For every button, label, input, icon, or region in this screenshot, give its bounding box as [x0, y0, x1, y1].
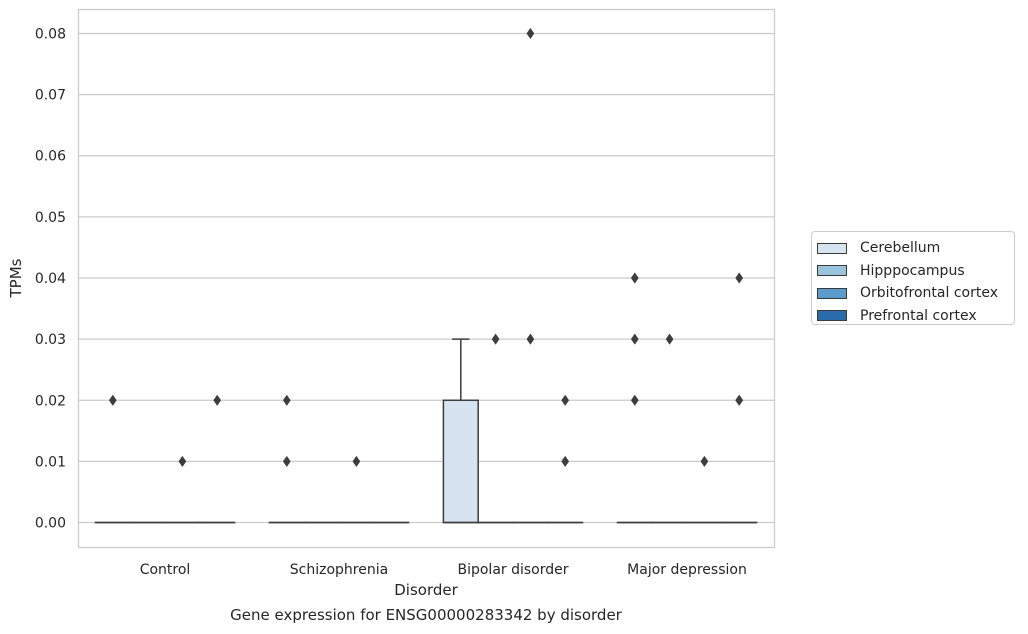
y-tick-label: 0.06 — [35, 149, 66, 165]
x-tick-labels: Control Schizophrenia Bipolar disorder Majo… — [140, 562, 747, 578]
outlier-point — [561, 394, 570, 406]
chart-title: Gene expression for ENSG00000283342 by d… — [230, 606, 622, 624]
legend-item-hippocampus: Hipppocampus — [817, 260, 1014, 283]
outlier-point — [108, 394, 117, 406]
legend-swatch — [817, 287, 847, 299]
outlier-point — [561, 455, 570, 468]
outlier-point — [630, 394, 639, 406]
y-tick-label: 0.04 — [35, 271, 66, 287]
outlier-point — [352, 455, 361, 468]
x-axis-label: Disorder — [394, 581, 458, 599]
x-tick-label: Control — [140, 562, 191, 578]
outlier-point — [282, 455, 291, 468]
outlier-point — [526, 333, 535, 345]
legend-item-orbitofrontal-cortex: Orbitofrontal cortex — [817, 282, 1014, 305]
y-tick-label: 0.03 — [35, 332, 66, 348]
outlier-point — [665, 333, 674, 345]
legend: Cerebellum Hipppocampus Orbitofrontal co… — [811, 231, 1015, 325]
legend-swatch — [817, 310, 847, 322]
y-tick-label: 0.05 — [35, 210, 66, 226]
outlier-point — [630, 272, 639, 284]
legend-label: Hipppocampus — [860, 262, 965, 279]
x-tick-label: Bipolar disorder — [457, 562, 568, 578]
y-tick-label: 0.07 — [35, 88, 66, 104]
legend-label: Prefrontal cortex — [860, 307, 977, 324]
outlier-point — [213, 394, 222, 406]
legend-label: Orbitofrontal cortex — [860, 285, 998, 302]
box-plots — [94, 27, 758, 524]
outlier-point — [630, 333, 639, 345]
y-tick-label: 0.01 — [35, 454, 66, 470]
grid-lines — [78, 32, 774, 524]
legend-swatch — [817, 265, 847, 277]
x-tick-label: Schizophrenia — [290, 562, 388, 578]
outlier-point — [526, 27, 535, 40]
y-tick-label: 0.00 — [35, 516, 66, 532]
y-axis-label: TPMs — [7, 258, 25, 298]
outlier-point — [178, 455, 187, 468]
box — [442, 399, 479, 524]
outlier-point — [700, 455, 709, 468]
y-tick-labels: 0.00 0.01 0.02 0.03 0.04 0.05 0.06 0.07 0.08 — [35, 26, 66, 531]
legend-swatch — [817, 242, 847, 254]
outlier-point — [735, 272, 744, 284]
legend-label: Cerebellum — [860, 240, 941, 257]
legend-item-cerebellum: Cerebellum — [817, 237, 1014, 260]
outlier-point — [735, 394, 744, 406]
y-tick-label: 0.08 — [35, 26, 66, 42]
outlier-point — [282, 394, 291, 406]
legend-item-prefrontal-cortex: Prefrontal cortex — [817, 305, 1014, 328]
outlier-point — [491, 333, 500, 345]
x-tick-label: Major depression — [627, 562, 747, 578]
plot-frame — [77, 8, 776, 549]
y-tick-label: 0.02 — [35, 393, 66, 409]
